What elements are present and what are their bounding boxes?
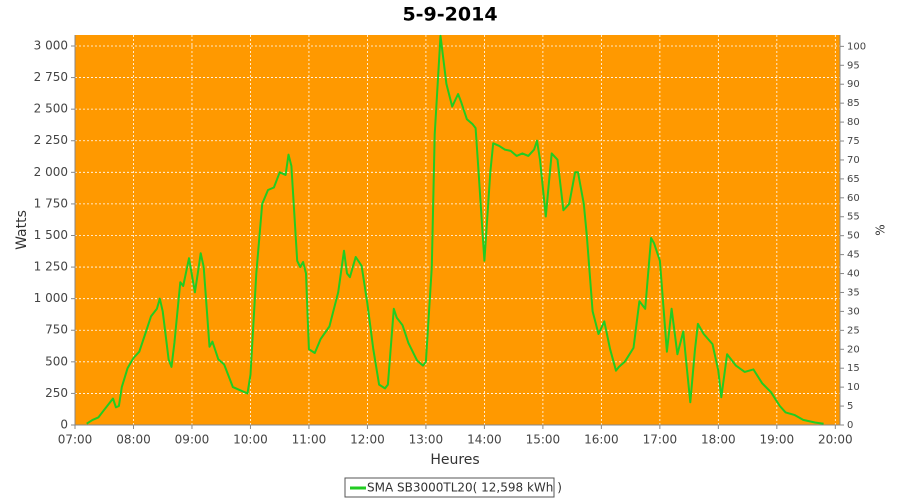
y-tick-label: 2 250 <box>34 133 68 147</box>
y2-axis-label: % <box>874 224 888 235</box>
legend-label: SMA SB3000TL20( 12,598 kWh ) <box>367 481 562 495</box>
x-tick-label: 19:00 <box>760 433 795 447</box>
y-tick-label: 1 750 <box>34 196 68 210</box>
y-tick-label: 500 <box>45 354 68 368</box>
y-tick-label: 3 000 <box>34 38 68 52</box>
data-line <box>86 34 824 425</box>
x-tick-label: 17:00 <box>643 433 678 447</box>
plot-area <box>75 35 840 425</box>
y-tick-label: 0 <box>60 418 68 432</box>
y2-tick-label: 20 <box>847 344 860 355</box>
x-tick-label: 15:00 <box>526 433 561 447</box>
y2-tick-label: 100 <box>847 41 866 52</box>
x-tick-label: 12:00 <box>350 433 385 447</box>
y2-tick-label: 35 <box>847 287 860 298</box>
y2-tick-label: 0 <box>847 420 853 431</box>
x-tick-label: 13:00 <box>409 433 444 447</box>
y-tick-label: 2 000 <box>34 165 68 179</box>
y2-tick-label: 70 <box>847 155 860 166</box>
y2-tick-label: 40 <box>847 269 860 280</box>
legend-box <box>344 477 555 498</box>
y2-tick-label: 10 <box>847 382 860 393</box>
y2-tick-label: 45 <box>847 250 860 261</box>
x-tick-label: 14:00 <box>467 433 502 447</box>
y-tick-label: 2 750 <box>34 70 68 84</box>
x-tick-label: 07:00 <box>58 433 93 447</box>
chart-title: 5-9-2014 <box>402 4 497 26</box>
y-tick-label: 1 500 <box>34 228 68 242</box>
y2-tick-label: 15 <box>847 363 860 374</box>
y2-tick-label: 30 <box>847 306 860 317</box>
y-axis-label: Watts <box>14 210 30 250</box>
y-tick-label: 250 <box>45 386 68 400</box>
y2-tick-label: 75 <box>847 136 860 147</box>
y2-tick-label: 25 <box>847 325 860 336</box>
y2-tick-label: 80 <box>847 117 860 128</box>
x-tick-label: 11:00 <box>292 433 327 447</box>
y2-tick-label: 50 <box>847 231 860 242</box>
y2-tick-label: 85 <box>847 98 860 109</box>
x-axis-label: Heures <box>430 452 479 468</box>
x-tick-label: 09:00 <box>175 433 210 447</box>
x-tick-label: 10:00 <box>233 433 268 447</box>
y2-tick-label: 65 <box>847 174 860 185</box>
y-tick-label: 1 000 <box>34 291 68 305</box>
x-tick-label: 18:00 <box>701 433 736 447</box>
x-tick-label: 16:00 <box>584 433 619 447</box>
y2-tick-label: 55 <box>847 212 860 223</box>
x-tick-label: 08:00 <box>116 433 151 447</box>
y-tick-label: 2 500 <box>34 102 68 116</box>
x-tick-label: 20:00 <box>818 433 853 447</box>
y2-tick-label: 95 <box>847 60 860 71</box>
y2-tick-label: 5 <box>847 401 853 412</box>
y2-tick-label: 90 <box>847 79 860 90</box>
y2-tick-label: 60 <box>847 193 860 204</box>
y-tick-label: 1 250 <box>34 260 68 274</box>
y-tick-label: 750 <box>45 323 68 337</box>
